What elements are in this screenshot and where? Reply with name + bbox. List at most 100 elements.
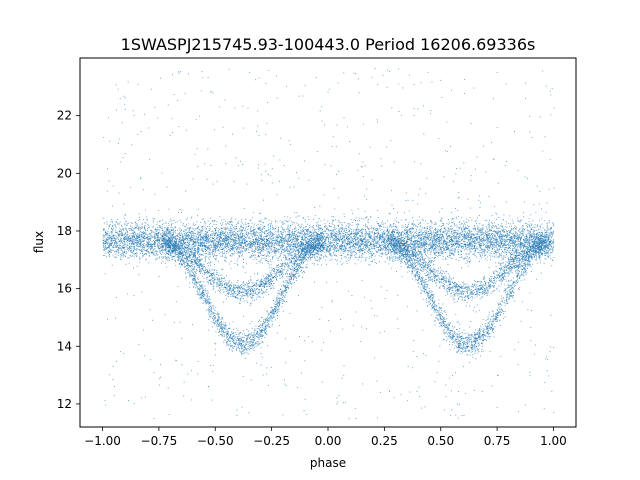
data-point [295,245,297,247]
data-point [266,248,267,250]
data-point [430,251,432,253]
data-point [332,229,334,231]
data-point [208,252,210,254]
data-point [221,231,223,233]
data-point [125,228,126,230]
data-point [407,236,409,238]
data-point [432,235,434,237]
data-point [305,226,307,227]
data-point [506,249,508,251]
data-point [304,233,306,235]
data-point [276,239,278,241]
data-point [504,249,506,251]
data-point [269,252,270,254]
data-point [285,235,286,237]
data-point [489,239,491,241]
data-point [463,229,465,231]
data-point [268,250,270,252]
data-point [456,243,458,245]
data-point [104,239,106,241]
data-point [144,231,146,233]
data-point [541,246,543,248]
data-point [345,237,347,239]
data-point [141,234,143,236]
data-point [326,249,328,250]
data-point [489,259,491,260]
data-point [215,251,216,253]
data-point [518,253,520,255]
data-point [451,237,452,239]
data-point [422,242,424,243]
data-point [442,245,444,247]
data-point [537,234,539,236]
data-point [452,250,454,252]
data-point [391,234,393,236]
data-point [277,257,279,259]
data-point [514,227,516,229]
data-point [461,236,463,237]
data-point [353,241,354,243]
data-point [243,243,245,245]
data-point [381,236,383,238]
data-point [136,233,138,235]
data-point [339,254,341,256]
data-point [367,222,369,224]
data-point [383,240,385,242]
data-point [156,229,158,230]
data-point [212,252,214,254]
data-point [407,225,408,227]
data-point [475,241,477,243]
data-point [379,235,381,236]
data-point [480,245,481,246]
data-point [237,246,239,248]
data-point [514,237,516,239]
data-point [227,239,229,241]
data-point [252,241,254,243]
data-point [289,244,291,246]
data-point [383,246,385,248]
data-point [382,253,384,255]
data-point [130,228,132,229]
data-point [117,245,119,247]
data-point [207,249,209,251]
data-point [344,249,346,251]
data-point [545,240,546,242]
data-point [365,245,367,247]
data-point [204,236,206,238]
data-point [262,255,264,257]
data-point [110,248,112,250]
data-point [434,249,436,251]
data-point [225,223,227,225]
data-point [459,236,461,238]
data-point [480,241,482,243]
data-point [523,238,525,240]
data-point [218,242,220,244]
data-point [460,246,462,248]
data-point [536,234,538,236]
data-point [488,227,490,229]
data-point [389,240,391,242]
data-point [372,261,374,263]
data-point [403,247,404,249]
data-point [255,239,257,241]
data-point [433,243,434,245]
data-point [241,250,243,252]
data-point [280,253,282,255]
data-point [521,230,523,231]
data-point [128,257,130,259]
data-point [308,245,310,247]
data-point [330,237,332,239]
data-point [112,224,114,226]
data-point [238,220,239,222]
data-point [409,253,411,255]
data-point [308,250,310,252]
data-point [443,249,445,251]
data-point [456,218,458,220]
data-point [275,252,277,254]
data-point [457,243,459,245]
data-point [282,232,284,234]
data-point [127,257,129,259]
data-point [487,235,489,236]
data-point [398,250,400,252]
data-point [283,249,285,251]
